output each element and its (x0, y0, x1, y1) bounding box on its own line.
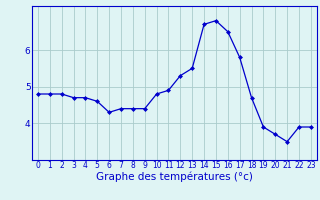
X-axis label: Graphe des températures (°c): Graphe des températures (°c) (96, 172, 253, 182)
